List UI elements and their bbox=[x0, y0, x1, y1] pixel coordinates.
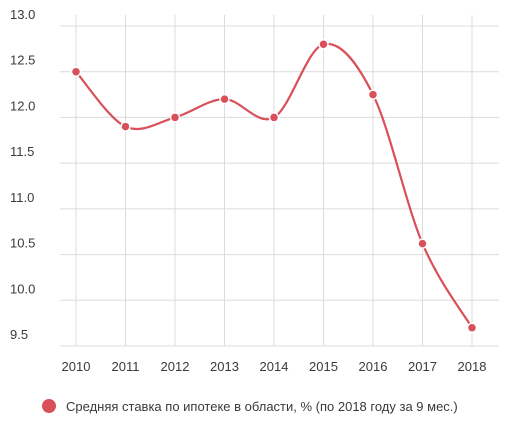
x-axis-tick-labels: 2010 2011 2012 2013 2014 2015 2016 2017 2018 bbox=[62, 359, 487, 374]
series-line bbox=[75, 42, 473, 329]
data-point-2014 bbox=[268, 112, 280, 123]
y-tick-label: 13.0 bbox=[10, 7, 35, 22]
data-point-2016 bbox=[367, 89, 379, 100]
x-tick-label: 2016 bbox=[359, 359, 388, 374]
data-point-2017 bbox=[417, 238, 428, 249]
data-point-2018 bbox=[466, 322, 478, 333]
data-point-2010 bbox=[70, 66, 82, 77]
y-tick-label: 11.5 bbox=[10, 144, 34, 159]
data-point-2011 bbox=[120, 121, 131, 132]
x-tick-label: 2013 bbox=[210, 359, 239, 374]
data-point-2013 bbox=[219, 93, 230, 105]
data-point-2012 bbox=[169, 112, 181, 123]
x-tick-label: 2014 bbox=[260, 359, 289, 374]
y-axis-tick-labels: 9.5 10.0 10.5 11.0 11.5 12.0 12.5 13.0 bbox=[10, 7, 35, 342]
x-tick-label: 2010 bbox=[62, 359, 91, 374]
grid-layer bbox=[60, 15, 499, 347]
x-tick-label: 2011 bbox=[112, 359, 140, 374]
data-point-2015 bbox=[318, 39, 329, 50]
x-tick-label: 2018 bbox=[458, 359, 487, 374]
y-tick-label: 11.0 bbox=[10, 190, 34, 205]
y-tick-label: 9.5 bbox=[10, 327, 28, 342]
x-tick-label: 2017 bbox=[408, 359, 437, 374]
y-tick-label: 12.0 bbox=[10, 98, 35, 113]
y-tick-label: 10.0 bbox=[10, 281, 35, 296]
y-tick-label: 10.5 bbox=[10, 236, 35, 251]
y-tick-label: 12.5 bbox=[10, 53, 35, 68]
legend: Средняя ставка по ипотеке в области, % (… bbox=[42, 395, 458, 417]
x-tick-label: 2012 bbox=[161, 359, 190, 374]
legend-label: Средняя ставка по ипотеке в области, % (… bbox=[66, 398, 458, 414]
x-tick-label: 2015 bbox=[309, 359, 338, 374]
data-points bbox=[70, 39, 478, 333]
legend-marker bbox=[42, 399, 56, 413]
